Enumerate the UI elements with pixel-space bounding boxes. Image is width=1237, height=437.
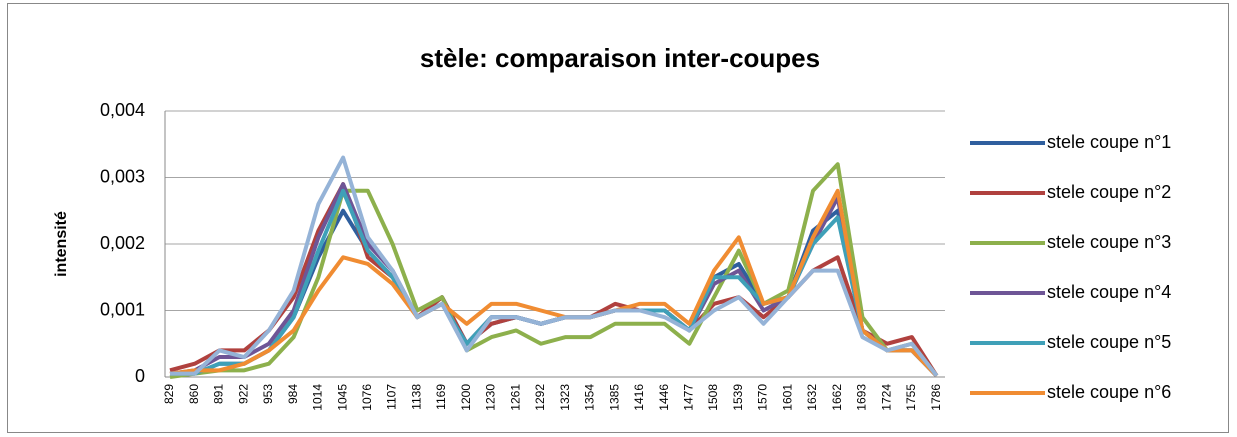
x-tick-label: 1292	[533, 384, 547, 411]
x-tick-label: 1261	[508, 384, 522, 411]
x-tick-label: 1786	[929, 384, 943, 411]
x-tick-label: 1323	[558, 384, 572, 411]
legend-label: stele coupe n°3	[1047, 232, 1171, 252]
x-tick-label: 1539	[731, 384, 745, 411]
x-tick-label: 1230	[484, 384, 498, 411]
x-tick-label: 1446	[657, 384, 671, 411]
x-tick-label: 1076	[360, 384, 374, 411]
y-tick-label: 0,003	[100, 166, 145, 186]
x-tick-label: 1416	[632, 384, 646, 411]
x-tick-label: 953	[261, 384, 275, 404]
x-tick-label: 1477	[682, 384, 696, 411]
x-tick-label: 922	[236, 384, 250, 404]
x-tick-label: 1632	[805, 384, 819, 411]
x-tick-label: 1662	[830, 384, 844, 411]
line-series	[170, 155, 939, 377]
y-tick-label: 0,001	[100, 299, 145, 319]
x-tick-label: 1724	[879, 384, 893, 411]
x-tick-label: 1601	[780, 384, 794, 411]
x-tick-label: 1014	[311, 384, 325, 411]
x-tick-label: 1508	[706, 384, 720, 411]
line-series	[169, 188, 939, 378]
x-tick-label: 860	[187, 384, 201, 404]
y-tick-label: 0,004	[100, 100, 145, 120]
x-tick-label: 1570	[756, 384, 770, 411]
legend-label: stele coupe n°5	[1047, 332, 1171, 352]
y-tick-label: 0,002	[100, 233, 145, 253]
x-tick-label: 1138	[409, 384, 423, 410]
x-tick-label: 1169	[434, 384, 448, 410]
x-tick-label: 1385	[607, 384, 621, 411]
x-tick-label: 829	[162, 384, 176, 404]
x-tick-label: 1107	[385, 384, 399, 410]
legend-label: stele coupe n°6	[1047, 382, 1171, 402]
chart-title: stèle: comparaison inter-coupes	[420, 43, 820, 73]
x-tick-label: 1354	[583, 384, 597, 411]
y-tick-label: 0	[135, 366, 145, 386]
x-tick-label: 1200	[459, 384, 473, 411]
legend-label: stele coupe n°2	[1047, 182, 1171, 202]
x-tick-label: 1693	[855, 384, 869, 411]
legend-label: stele coupe n°4	[1047, 282, 1171, 302]
x-tick-label: 984	[286, 384, 300, 404]
x-tick-label: 891	[212, 384, 226, 404]
legend-label: stele coupe n°1	[1047, 132, 1171, 152]
x-tick-label: 1755	[904, 384, 918, 411]
x-tick-label: 1045	[335, 384, 349, 411]
y-axis-label: intensité	[53, 211, 70, 277]
